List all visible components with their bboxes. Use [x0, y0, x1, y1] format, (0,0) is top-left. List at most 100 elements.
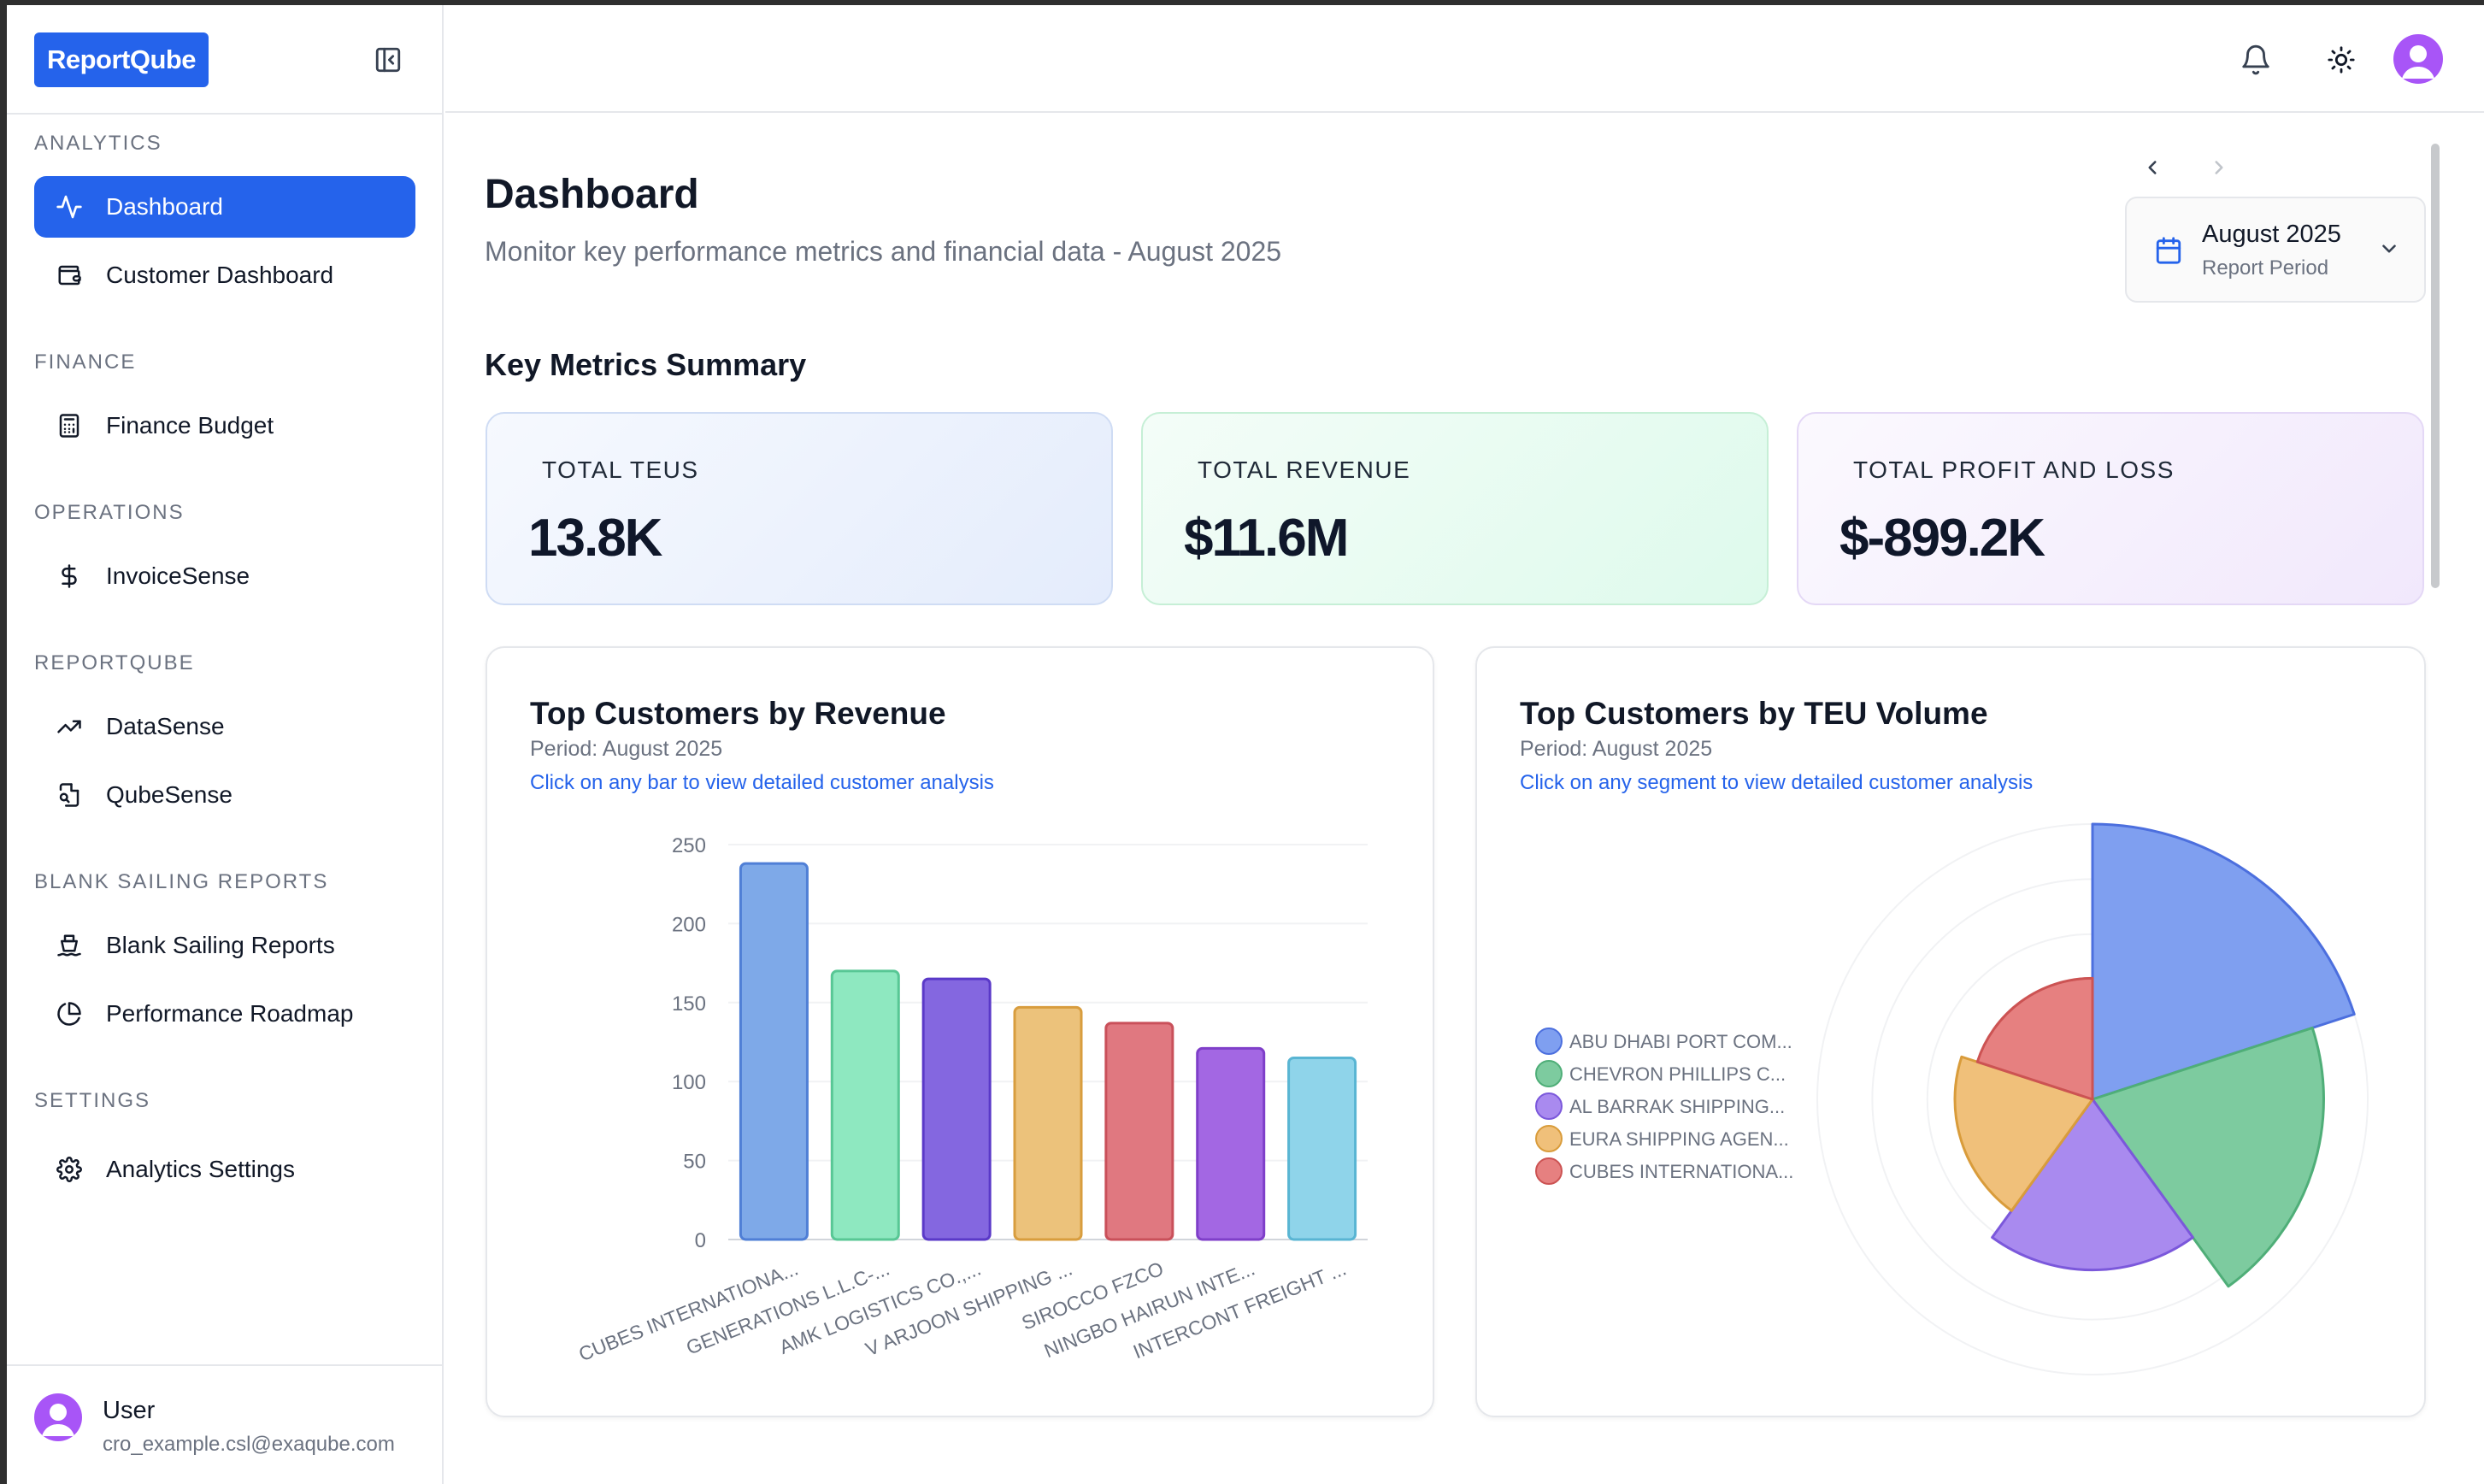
sidebar-item-label: Finance Budget	[106, 412, 274, 439]
window-frame-left	[0, 0, 7, 1484]
section-label-reportqube: REPORTQUBE	[34, 651, 195, 674]
metric-value: 13.8K	[528, 509, 662, 568]
bar[interactable]	[830, 969, 900, 1241]
calendar-icon	[2154, 236, 2183, 269]
next-period-chevron-right-icon[interactable]	[2204, 152, 2234, 183]
section-label-finance: FINANCE	[34, 350, 137, 374]
file-search-icon	[55, 780, 84, 810]
metric-value: $-899.2K	[1839, 509, 2045, 568]
chart-hint: Click on any bar to view detailed custom…	[530, 771, 994, 794]
sidebar-divider	[7, 113, 444, 115]
section-label-operations: OPERATIONS	[34, 501, 185, 524]
polar-segment[interactable]	[1953, 1055, 2094, 1212]
sidebar-item-qubesense[interactable]: QubeSense	[34, 764, 415, 826]
polar-segment[interactable]	[1991, 1098, 2194, 1272]
metric-card-total-revenue: TOTAL REVENUE $11.6M	[1141, 412, 1769, 605]
legend-label[interactable]: AL BARRAK SHIPPING...	[1569, 1096, 1785, 1117]
bar[interactable]	[1196, 1046, 1266, 1241]
page-subtitle: Monitor key performance metrics and fina…	[485, 236, 1282, 267]
sidebar-item-dashboard[interactable]: Dashboard	[34, 176, 415, 238]
y-tick-label: 0	[695, 1229, 706, 1252]
period-label: Report Period	[2202, 256, 2329, 280]
sidebar-item-label: QubeSense	[106, 781, 233, 808]
section-label-blank-sailing: BLANK SAILING REPORTS	[34, 870, 329, 893]
window-frame-top	[0, 0, 2484, 5]
period-value: August 2025	[2202, 221, 2341, 248]
sidebar-item-datasense[interactable]: DataSense	[34, 696, 415, 757]
metric-label: TOTAL TEUS	[542, 456, 699, 483]
chart-period: Period: August 2025	[1520, 737, 1713, 761]
metric-value: $11.6M	[1184, 509, 1349, 568]
y-tick-label: 200	[672, 913, 706, 936]
prev-period-chevron-left-icon[interactable]	[2137, 152, 2168, 183]
sidebar-item-label: Dashboard	[106, 193, 223, 220]
chart-period: Period: August 2025	[530, 737, 723, 761]
sidebar-item-label: Blank Sailing Reports	[106, 932, 335, 958]
legend-swatch[interactable]	[1535, 1157, 1563, 1185]
legend-label[interactable]: EURA SHIPPING AGEN...	[1569, 1128, 1789, 1150]
wallet-icon	[55, 261, 84, 290]
bar[interactable]	[1287, 1056, 1357, 1241]
pie-chart-icon	[55, 999, 84, 1028]
teu-chart-card: Top Customers by TEU Volume Period: Augu…	[1475, 646, 2426, 1417]
legend-swatch[interactable]	[1535, 1028, 1563, 1055]
activity-icon	[55, 192, 84, 221]
bar[interactable]	[739, 862, 809, 1241]
sidebar-item-label: InvoiceSense	[106, 562, 250, 589]
bar[interactable]	[1013, 1005, 1083, 1241]
chart-title: Top Customers by Revenue	[530, 696, 946, 731]
legend-label[interactable]: ABU DHABI PORT COM...	[1569, 1031, 1792, 1052]
chart-title: Top Customers by TEU Volume	[1520, 696, 1988, 731]
bell-icon[interactable]	[2237, 41, 2275, 79]
sidebar-item-customer-dashboard[interactable]: Customer Dashboard	[34, 244, 415, 306]
legend-label[interactable]: CHEVRON PHILLIPS C...	[1569, 1063, 1786, 1085]
user-name: User	[103, 1397, 156, 1424]
gear-icon	[55, 1155, 84, 1184]
bar[interactable]	[921, 977, 992, 1241]
top-header	[445, 5, 2484, 113]
key-metrics-title: Key Metrics Summary	[485, 347, 807, 382]
revenue-chart-card: Top Customers by Revenue Period: August …	[486, 646, 1434, 1417]
polar-segment[interactable]	[2091, 822, 2356, 1101]
bar[interactable]	[1104, 1022, 1174, 1241]
avatar[interactable]	[34, 1393, 82, 1441]
y-tick-label: 50	[683, 1151, 706, 1174]
sidebar-divider	[7, 1364, 444, 1366]
sidebar-item-performance-roadmap[interactable]: Performance Roadmap	[34, 983, 415, 1045]
legend-swatch[interactable]	[1535, 1060, 1563, 1087]
header-avatar[interactable]	[2393, 34, 2443, 84]
metric-label: TOTAL REVENUE	[1198, 456, 1411, 483]
chevron-down-icon	[2378, 238, 2400, 264]
sidebar-item-label: Analytics Settings	[106, 1156, 295, 1182]
sidebar-item-finance-budget[interactable]: Finance Budget	[34, 395, 415, 456]
y-tick-label: 250	[672, 834, 706, 857]
polar-segment[interactable]	[1975, 976, 2094, 1101]
legend-label[interactable]: CUBES INTERNATIONA...	[1569, 1161, 1793, 1182]
sidebar-item-label: Performance Roadmap	[106, 1000, 354, 1027]
sidebar-item-invoicesense[interactable]: InvoiceSense	[34, 545, 415, 607]
y-tick-label: 150	[672, 992, 706, 1016]
page-title: Dashboard	[485, 172, 699, 217]
brand-logo[interactable]: ReportQube	[34, 32, 209, 87]
polar-segment[interactable]	[2091, 1026, 2325, 1288]
report-period-picker[interactable]: August 2025 Report Period	[2125, 197, 2426, 303]
sun-icon[interactable]	[2322, 41, 2360, 79]
metric-label: TOTAL PROFIT AND LOSS	[1853, 456, 2175, 483]
sidebar: ReportQube ANALYTICS Dashboard Customer …	[7, 5, 444, 1484]
chart-hint: Click on any segment to view detailed cu…	[1520, 771, 2034, 794]
teu-polar-chart: ABU DHABI PORT COM... CHEVRON PHILLIPS C.…	[1535, 822, 2369, 1375]
sidebar-item-label: DataSense	[106, 713, 225, 739]
legend-swatch[interactable]	[1535, 1092, 1563, 1120]
metric-card-total-profit-loss: TOTAL PROFIT AND LOSS $-899.2K	[1797, 412, 2424, 605]
legend-swatch[interactable]	[1535, 1125, 1563, 1152]
sidebar-item-analytics-settings[interactable]: Analytics Settings	[34, 1139, 415, 1200]
y-tick-label: 100	[672, 1071, 706, 1094]
section-label-analytics: ANALYTICS	[34, 132, 162, 155]
metric-card-total-teus: TOTAL TEUS 13.8K	[486, 412, 1113, 605]
user-email: cro_example.csl@exaqube.com	[103, 1433, 395, 1456]
ship-icon	[55, 931, 84, 960]
sidebar-collapse-icon[interactable]	[371, 43, 405, 77]
sidebar-item-blank-sailing-reports[interactable]: Blank Sailing Reports	[34, 915, 415, 976]
main-scrollbar[interactable]	[2431, 144, 2440, 588]
